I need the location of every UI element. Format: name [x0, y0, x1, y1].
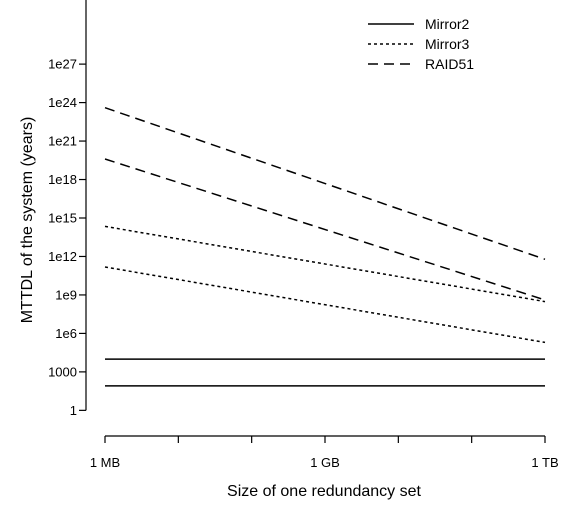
y-tick-label: 1e24	[48, 95, 77, 110]
legend-label-mirror2: Mirror2	[425, 16, 470, 32]
y-tick-label: 1e21	[48, 134, 77, 149]
legend-label-mirror3: Mirror3	[425, 36, 470, 52]
series-line-raid51-5	[104, 158, 546, 301]
x-tick-label: 1 TB	[531, 455, 558, 470]
legend: Mirror2 Mirror3 RAID51	[368, 16, 474, 72]
y-tick-label: 1e18	[48, 172, 77, 187]
y-axis-label: MTTDL of the system (years)	[19, 117, 36, 324]
series-lines	[104, 106, 546, 387]
ticks: 1 1000 1e6 1e9 1e12 1e15 1e18 1e21 1e24 1e27 1 MB 1…	[48, 57, 559, 470]
legend-label-raid51: RAID51	[425, 56, 474, 72]
y-tick-label: 1e12	[48, 249, 77, 264]
series-line-mirror3-2	[104, 225, 546, 303]
series-line-mirror3-3	[104, 266, 546, 344]
series-line-raid51-4	[104, 106, 546, 261]
y-tick-label: 1e6	[55, 326, 77, 341]
y-tick-label: 1e27	[48, 57, 77, 72]
x-tick-label: 1 MB	[90, 455, 120, 470]
axes	[85, 0, 545, 437]
y-tick-label: 1e15	[48, 211, 77, 226]
y-tick-label: 1	[70, 403, 77, 418]
y-tick-label: 1e9	[55, 287, 77, 302]
x-axis-label: Size of one redundancy set	[227, 483, 421, 500]
y-tick-label: 1000	[48, 364, 77, 379]
x-tick-label: 1 GB	[310, 455, 340, 470]
